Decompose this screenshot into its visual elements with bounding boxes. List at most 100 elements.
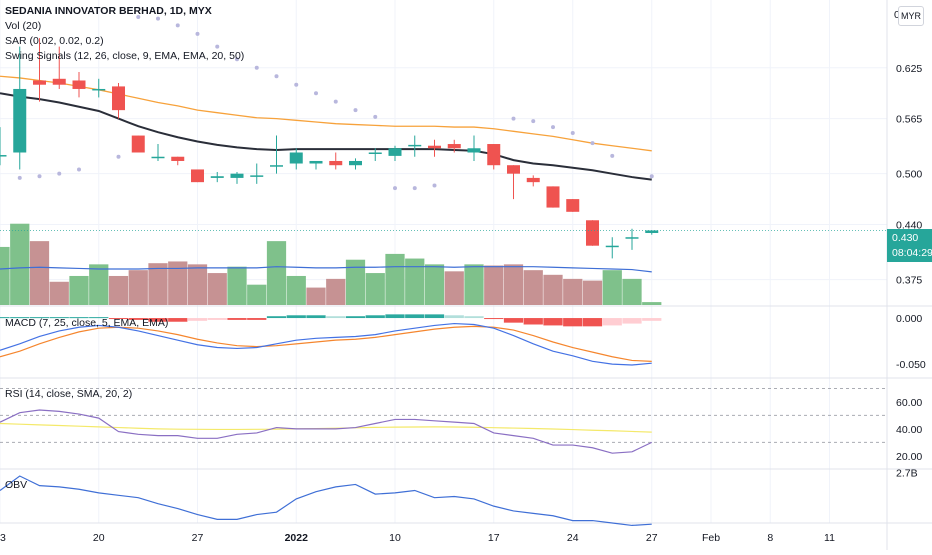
macd-hist-bar: [49, 317, 69, 319]
macd-hist-bar: [69, 317, 89, 319]
candle-body: [625, 237, 639, 239]
legend-sar[interactable]: SAR (0.02, 0.02, 0.2): [5, 35, 104, 47]
obv-line: [0, 475, 652, 527]
candle-body: [428, 145, 441, 149]
ema-slow-line: [0, 75, 652, 152]
sar-dots: [17, 14, 654, 191]
macd-hist-bar: [503, 318, 524, 323]
volume-bar: [543, 274, 563, 305]
time-axis-label: Feb: [702, 532, 720, 544]
sar-dot: [116, 154, 121, 159]
candle-body: [230, 173, 244, 178]
volume-bar: [444, 271, 464, 305]
volume-bar: [484, 265, 504, 305]
volume-bar: [227, 266, 247, 305]
sar-dot: [373, 114, 378, 119]
candle-body: [467, 148, 481, 153]
sar-dot: [590, 141, 595, 146]
candle-body: [566, 199, 580, 212]
volume-bar: [582, 280, 603, 305]
currency-badge[interactable]: MYR: [898, 6, 924, 26]
rsi-ma-line: [0, 422, 652, 433]
sar-dot: [314, 91, 318, 96]
macd-hist-bar: [266, 316, 287, 319]
sar-dot: [551, 125, 555, 130]
volume-bar: [29, 241, 50, 305]
volume-bar: [306, 287, 326, 305]
volume-bar: [89, 264, 109, 305]
sar-dot: [294, 82, 299, 87]
price-axis-label: 0.565: [896, 114, 922, 126]
sar-dot: [235, 57, 239, 62]
candle-body: [507, 165, 520, 174]
volume-bar: [207, 273, 227, 305]
macd-hist-bar: [227, 318, 247, 320]
macd-hist-bar: [326, 316, 346, 319]
sar-dot: [570, 131, 575, 136]
macd-hist-bar: [286, 315, 306, 319]
volume-bar: [326, 278, 346, 305]
candle-body: [586, 220, 599, 246]
candle-body: [645, 230, 659, 233]
chart-title[interactable]: SEDANIA INNOVATOR BERHAD, 1D, MYX: [5, 5, 212, 17]
macd-hist-bar: [385, 314, 405, 319]
time-axis-label: 24: [567, 532, 579, 544]
price-axis-label: 0.440: [896, 220, 922, 232]
macd-hist-bar: [424, 314, 445, 319]
macd-hist-bar: [484, 318, 504, 320]
volume-bar: [187, 264, 208, 305]
candle-body: [349, 160, 362, 166]
bar-countdown: 08:04:29: [892, 247, 932, 259]
macd-hist-bar: [306, 315, 326, 319]
time-axis-label: 13: [0, 532, 6, 544]
candle-body: [546, 186, 560, 208]
volume-bar: [266, 241, 287, 305]
macd-hist-bar: [365, 315, 385, 319]
macd-hist-bar: [10, 317, 30, 319]
macd-hist-bar: [0, 317, 10, 319]
volume-bar: [622, 278, 642, 305]
volume-bar: [247, 284, 267, 305]
volume-bar: [523, 270, 543, 305]
rsi-label[interactable]: RSI (14, close, SMA, 20, 2): [5, 388, 133, 400]
macd-label[interactable]: MACD (7, 25, close, 5, EMA, EMA): [5, 317, 169, 329]
time-axis-label: 27: [192, 532, 204, 544]
grid-lines: [0, 0, 887, 523]
candle-body: [112, 86, 125, 111]
candle-body: [388, 148, 402, 156]
candle-body: [210, 176, 224, 178]
sar-dot: [353, 108, 358, 113]
macd-hist-bar: [563, 318, 583, 327]
candle-body: [487, 144, 501, 166]
legend-swing-signals[interactable]: Swing Signals (12, 26, close, 9, EMA, EM…: [5, 50, 245, 62]
candle-body: [309, 160, 323, 164]
obv-label[interactable]: OBV: [5, 479, 28, 491]
volume-bar: [286, 275, 306, 305]
sar-dot: [156, 16, 160, 21]
sar-dot: [17, 175, 22, 180]
legend-volume[interactable]: Vol (20): [5, 20, 42, 32]
sar-dot: [77, 167, 81, 172]
sar-dot: [136, 14, 141, 19]
candle-body: [72, 80, 86, 89]
sar-dot: [511, 116, 516, 121]
volume-bar: [424, 264, 445, 305]
time-axis-label: 27: [646, 532, 658, 544]
sar-dot: [531, 119, 536, 124]
candle-body: [289, 152, 303, 164]
sar-dot: [57, 171, 62, 176]
volume-bar: [602, 270, 622, 305]
sar-dot: [37, 174, 42, 179]
rsi-axis-label: 40.00: [896, 424, 922, 436]
candles: [0, 38, 659, 259]
volume-bar: [563, 278, 583, 305]
candle-body: [270, 165, 283, 167]
volume-bar: [405, 258, 425, 305]
volume-bar: [69, 275, 89, 305]
candle-body: [131, 135, 145, 153]
volume-bar: [642, 302, 662, 305]
macd-hist-bar: [29, 317, 50, 319]
rsi-axis-label: 60.00: [896, 397, 922, 409]
